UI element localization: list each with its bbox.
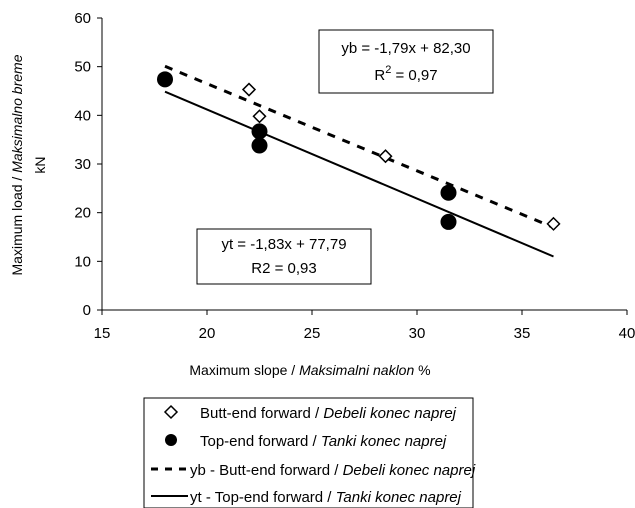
legend: Butt-end forward / Debeli konec naprej T… <box>143 397 476 508</box>
butt-end-point <box>546 216 561 231</box>
legend-item-butt: Butt-end forward / Debeli konec naprej <box>200 405 457 422</box>
legend-item-top-local: Tanki konec naprej <box>321 433 447 450</box>
top-end-point <box>251 123 268 140</box>
trendlines <box>164 64 555 258</box>
legend-item-yb: yb - Butt-end forward / Debeli konec nap… <box>190 462 476 479</box>
y-tick-label: 10 <box>74 253 91 270</box>
x-axis-label-unit: % <box>414 362 430 378</box>
yb-equation: yb = -1,79x + 82,30 <box>341 40 470 57</box>
yt-equation-box: yt = -1,83x + 77,79 R2 = 0,93 <box>196 228 372 285</box>
y-axis-label: Maximum load / Maksimalno breme <box>9 54 25 275</box>
yb-equation-box: yb = -1,79x + 82,30 R2 = 0,97 <box>318 29 494 94</box>
legend-item-top: Top-end forward / Tanki konec naprej <box>200 433 447 450</box>
legend-item-butt-en: Butt-end forward / <box>200 405 323 422</box>
legend-item-butt-local: Debeli konec naprej <box>323 405 456 422</box>
tick-labels: 15 20 25 30 35 40 0 10 20 30 40 50 60 <box>74 10 635 342</box>
x-tick-label: 15 <box>94 325 111 342</box>
legend-filled-circle-icon <box>165 434 177 446</box>
legend-item-top-en: Top-end forward / <box>200 433 321 450</box>
trendline-yt <box>164 90 554 258</box>
yb-r-squared-prefix: R <box>374 67 385 84</box>
top-end-point <box>440 213 457 230</box>
y-tick-label: 50 <box>74 59 91 76</box>
x-tick-label: 40 <box>619 325 635 342</box>
top-end-point <box>251 137 268 154</box>
y-axis-label-en: Maximum load / <box>9 173 25 276</box>
legend-item-yb-local: Debeli konec naprej <box>343 462 476 479</box>
butt-end-point <box>378 149 393 164</box>
yb-equation-frame <box>318 29 494 94</box>
x-axis-label-en: Maximum slope / <box>189 362 299 378</box>
yt-r-squared: R2 = 0,93 <box>251 260 316 277</box>
yb-r-squared-value: = 0,97 <box>391 67 437 84</box>
y-tick-label: 40 <box>74 107 91 124</box>
y-axis-unit: kN <box>32 156 48 173</box>
y-tick-label: 20 <box>74 205 91 222</box>
y-tick-label: 0 <box>83 302 91 319</box>
legend-frame <box>143 397 474 508</box>
butt-end-point <box>241 82 257 97</box>
legend-item-yt-local: Tanki konec naprej <box>336 489 462 506</box>
axes <box>97 17 628 315</box>
x-tick-label: 20 <box>199 325 216 342</box>
x-tick-label: 30 <box>409 325 426 342</box>
legend-item-yt-en: yt - Top-end forward / <box>190 489 336 506</box>
yb-r-squared-sup: 2 <box>385 64 391 76</box>
trendline-yb <box>164 64 555 229</box>
data-points <box>157 71 561 231</box>
y-tick-label: 30 <box>74 156 91 173</box>
x-tick-label: 25 <box>304 325 321 342</box>
x-axis-label-local: Maksimalni naklon <box>299 362 414 378</box>
x-tick-label: 35 <box>514 325 531 342</box>
legend-item-yb-en: yb - Butt-end forward / <box>190 462 343 479</box>
y-axis-label-group: Maximum load / Maksimalno breme <box>9 54 25 275</box>
y-axis-unit-group: kN <box>32 156 48 173</box>
yb-r-squared: R2 = 0,97 <box>374 64 437 84</box>
top-end-point <box>440 184 457 201</box>
y-tick-label: 60 <box>74 10 91 27</box>
butt-end-point <box>252 109 267 124</box>
top-end-point <box>157 71 173 88</box>
yt-equation: yt = -1,83x + 77,79 <box>221 236 346 253</box>
legend-item-yt: yt - Top-end forward / Tanki konec napre… <box>190 489 462 506</box>
x-axis-label: Maximum slope / Maksimalni naklon % <box>189 362 430 378</box>
y-axis-label-local: Maksimalno breme <box>9 54 25 172</box>
legend-open-diamond-icon <box>163 404 179 420</box>
yt-equation-frame <box>196 228 372 285</box>
